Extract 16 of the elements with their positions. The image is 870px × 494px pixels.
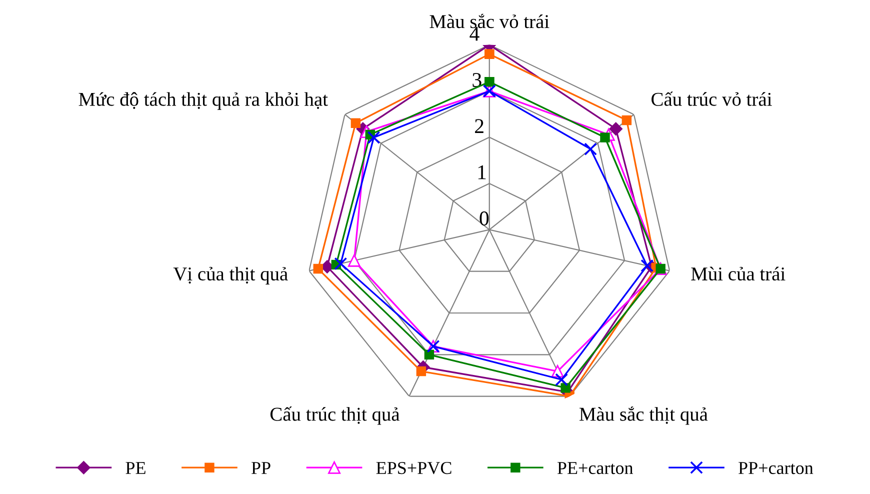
spoke-label: Màu sắc thịt quả bbox=[579, 406, 708, 425]
spoke-label: Mùi của trái bbox=[691, 266, 786, 281]
legend-label: PP+carton bbox=[738, 462, 814, 474]
legend-label: PP bbox=[252, 462, 270, 474]
legend-label: PE bbox=[126, 462, 146, 474]
spoke-label: Mức độ tách thịt quả ra khỏi hạt bbox=[78, 92, 328, 110]
y-tick-label: 2 bbox=[475, 119, 484, 133]
y-tick-label: 1 bbox=[478, 165, 486, 180]
y-tick-label: 4 bbox=[470, 26, 480, 41]
y-tick-label: 0 bbox=[480, 211, 489, 226]
legend-label: PE+carton bbox=[557, 462, 634, 474]
legend-label: EPS+PVC bbox=[376, 462, 452, 474]
spoke-label: Cấu trúc thịt quả bbox=[270, 406, 400, 425]
spoke-label: Màu sắc vỏ trái bbox=[430, 14, 550, 28]
spoke-label: Cấu trúc vỏ trái bbox=[652, 92, 772, 106]
spoke-label: Vị của thịt quả bbox=[173, 266, 288, 284]
